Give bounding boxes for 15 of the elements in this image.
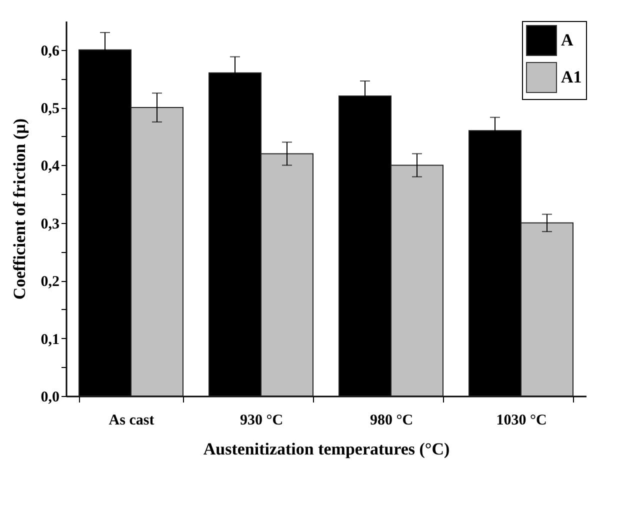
y-tick-label: 0,5: [40, 101, 60, 118]
x-tick-label: 1030 °C: [496, 412, 547, 428]
y-tick-label: 0,2: [40, 274, 60, 290]
y-tick-label: 0,0: [40, 390, 60, 406]
legend-label: A1: [561, 68, 582, 86]
y-tick-label: 0,6: [40, 43, 60, 60]
y-tick-label: 0,4: [40, 158, 60, 175]
legend-label: A: [561, 30, 574, 50]
x-tick-label: 980 °C: [370, 412, 414, 428]
y-tick-label: 0,3: [40, 216, 60, 232]
x-axis-title: Austenitization temperatures (°C): [203, 440, 450, 458]
y-axis-title: Coefficient of friction (µ): [10, 118, 29, 300]
x-tick-label: As cast: [108, 412, 154, 428]
x-tick-label: 930 °C: [240, 412, 284, 428]
y-tick-label: 0,1: [40, 332, 60, 348]
